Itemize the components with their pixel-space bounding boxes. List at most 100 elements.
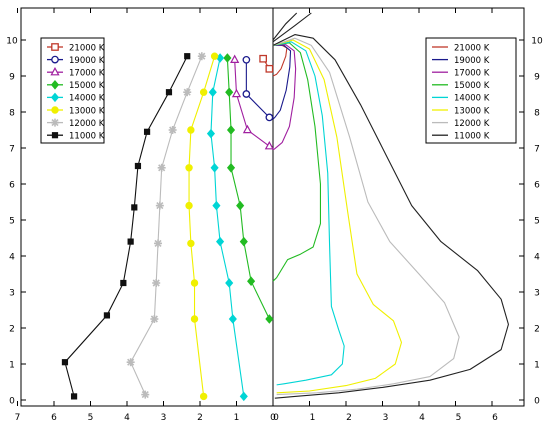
- left-series-point: [199, 392, 208, 401]
- legend-label: 21000 K: [69, 43, 105, 53]
- x-tick-label-left: 7: [15, 413, 21, 423]
- y-tick-label-right: 10: [531, 37, 543, 47]
- left-series-point: [239, 391, 248, 402]
- legend-label: 14000 K: [69, 94, 105, 104]
- legend-right-item-14000-k: 14000 K: [432, 94, 490, 104]
- left-series-point: [265, 113, 274, 122]
- legend-marker: [50, 80, 60, 90]
- left-series-point: [226, 163, 236, 173]
- left-series-point: [223, 53, 232, 63]
- legend-label: 12000 K: [69, 119, 105, 129]
- right-series-13000-k: [272, 39, 403, 394]
- legend-marker: [51, 55, 59, 64]
- star-stroke: [141, 391, 149, 399]
- x-tick-label-right: 2: [346, 413, 352, 423]
- right-series-17000-k: [272, 44, 297, 151]
- y-tick-label-left: 6: [9, 181, 15, 191]
- left-series-point: [242, 55, 251, 64]
- legend-left-item-12000-k: 12000 K: [47, 118, 105, 129]
- legend-left-item-14000-k: 14000 K: [47, 92, 105, 104]
- left-series-point: [168, 126, 177, 134]
- star-stroke: [152, 279, 160, 287]
- star-stroke: [150, 315, 158, 323]
- y-tick-label-left: 1: [9, 361, 15, 371]
- left-series-point: [184, 53, 191, 60]
- series-layer: [61, 12, 509, 402]
- star-stroke: [183, 88, 191, 96]
- left-series-21000-k: [259, 54, 274, 73]
- left-series-point: [230, 54, 240, 64]
- left-series-point: [242, 90, 251, 98]
- left-series-point: [212, 200, 221, 211]
- left-series-19000-k: [242, 55, 274, 122]
- legend-marker: [50, 92, 60, 103]
- left-series-point: [187, 126, 195, 134]
- left-series-point: [236, 200, 245, 211]
- left-series-point: [141, 390, 150, 399]
- star-stroke: [51, 119, 59, 127]
- legend-label: 11000 K: [69, 132, 105, 142]
- legend-marker: [51, 132, 59, 139]
- legend-marker: [51, 106, 59, 114]
- x-tick-label-right: 6: [492, 413, 498, 423]
- left-series-point: [61, 359, 69, 366]
- right-series-15000-k: [272, 42, 322, 282]
- left-series-point: [152, 279, 161, 287]
- right-series-line: [272, 44, 297, 151]
- left-series-point: [259, 54, 267, 63]
- left-series-point: [131, 204, 138, 211]
- right-series-line: [272, 44, 292, 120]
- left-series-point: [225, 87, 234, 97]
- left-series-point: [242, 124, 253, 134]
- y-tick-label-left: 8: [9, 109, 15, 119]
- left-series-point: [190, 279, 199, 287]
- legend-label: 19000 K: [454, 56, 490, 66]
- legend-left-item-21000-k: 21000 K: [47, 43, 105, 53]
- legend-box: [40, 37, 105, 144]
- left-series-point: [126, 358, 135, 367]
- legend-right: 21000 K 19000 K 17000 K 15000 K 14000 K 13000…: [425, 37, 517, 144]
- left-series-14000-k: [206, 53, 248, 402]
- y-tick-label-left: 10: [6, 37, 18, 47]
- left-series-point: [120, 279, 127, 287]
- left-series-point: [154, 239, 163, 248]
- x-tick-label-left: 3: [161, 413, 167, 423]
- legend-left-item-19000-k: 19000 K: [47, 55, 105, 66]
- top-line: [272, 12, 312, 43]
- left-series-15000-k: [223, 53, 274, 324]
- x-tick-label-left: 4: [124, 413, 130, 423]
- legend-marker: [51, 118, 59, 127]
- left-series-point: [183, 88, 192, 97]
- y-tick-label-left: 0: [9, 397, 15, 407]
- left-series-line: [226, 57, 270, 320]
- left-series-point: [70, 393, 78, 400]
- legend-label: 17000 K: [69, 69, 105, 79]
- legend-label: 13000 K: [454, 106, 490, 116]
- right-series-line: [272, 39, 403, 394]
- star-stroke: [127, 358, 135, 366]
- x-tick-label-left: 5: [88, 413, 94, 423]
- right-series-12000-k: [272, 37, 460, 396]
- left-series-point: [185, 201, 193, 210]
- left-series-point: [228, 314, 237, 324]
- left-series-point: [247, 276, 256, 286]
- y-tick-label-right: 7: [534, 145, 540, 155]
- y-tick-label-right: 9: [534, 73, 540, 83]
- left-series-point: [216, 236, 225, 247]
- left-series-point: [210, 52, 219, 60]
- left-series-12000-k: [126, 52, 206, 399]
- tick-labels: 0 01 12 23 34 45 56 67 78 89 910 107 6 5 4 3 2 1 00 1 2 3 4 5 6: [6, 37, 543, 424]
- legend-right-item-19000-k: 19000 K: [432, 56, 490, 66]
- right-series-19000-k: [272, 44, 292, 120]
- left-series-point: [187, 239, 195, 248]
- left-series-point: [265, 64, 274, 73]
- legend-right-item-21000-k: 21000 K: [432, 43, 490, 53]
- left-series-point: [265, 314, 274, 324]
- right-series-11000-k: [272, 34, 509, 399]
- y-tick-label-right: 4: [534, 253, 540, 263]
- legend-right-item-12000-k: 12000 K: [432, 119, 490, 129]
- legend-right-item-13000-k: 13000 K: [432, 106, 490, 116]
- y-tick-label-right: 3: [534, 289, 540, 299]
- left-series-point: [150, 315, 159, 323]
